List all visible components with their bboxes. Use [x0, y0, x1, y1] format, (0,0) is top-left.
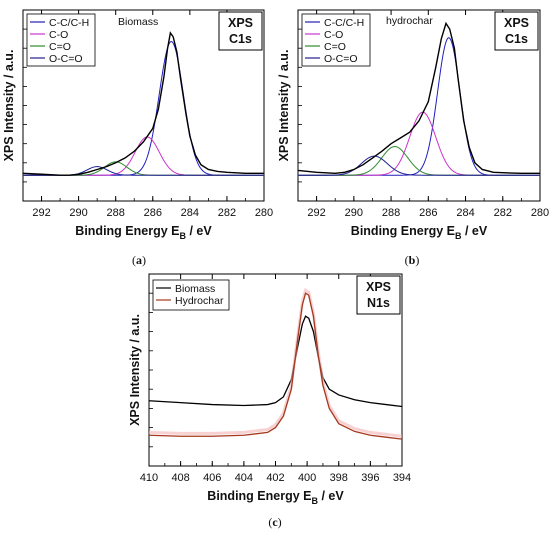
- x-tick-label: 286: [144, 207, 162, 219]
- x-tick-label: 404: [235, 472, 253, 484]
- series-biomass: [149, 315, 402, 408]
- envelope-line: [23, 31, 264, 176]
- xps-label-line: C1s: [229, 32, 252, 46]
- xps-label-line: C1s: [505, 32, 528, 46]
- xps-label-box: [494, 11, 539, 51]
- x-tick-label: 288: [382, 207, 400, 219]
- legend-entry: C-C/C-H: [324, 17, 364, 29]
- plot-area: [23, 31, 264, 176]
- legend-entry: C-O: [324, 29, 343, 41]
- plot-area: [149, 288, 402, 440]
- legend-entry: C=O: [324, 41, 346, 53]
- x-tick-label: 280: [531, 207, 549, 219]
- fit-o-c-o: [298, 155, 540, 176]
- xps-label-line: XPS: [228, 16, 253, 30]
- legend-entry: C-O: [49, 29, 68, 41]
- fit-c-o: [23, 161, 264, 176]
- chart-b: 292 290 288 286 284 282 280 Binding Energy EB /…: [277, 9, 549, 267]
- legend-box: [152, 279, 230, 311]
- legend-entry: C-C/C-H: [49, 17, 89, 29]
- x-tick-label: 280: [255, 207, 273, 219]
- plot-area: [298, 21, 540, 176]
- legend-box: [26, 13, 96, 67]
- x-tick-label: 284: [456, 207, 474, 219]
- x-tick-label: 408: [171, 472, 189, 484]
- y-axis-title: XPS Intensity / a.u.: [277, 50, 291, 162]
- x-tick-label: 410: [140, 472, 158, 484]
- panel-caption: (c): [268, 515, 281, 529]
- xps-label-box: [356, 275, 401, 315]
- sample-annotation: hydrochar: [386, 15, 433, 27]
- legend-entry: C=O: [49, 41, 71, 53]
- x-tick-label: 282: [218, 207, 236, 219]
- chart-a: 292 290 288 286 284 282 280 Binding Energy EB /…: [2, 9, 273, 267]
- x-tick-label: 292: [32, 207, 50, 219]
- xps-label-line: N1s: [367, 296, 390, 310]
- x-tick-label: 394: [393, 472, 411, 484]
- xps-label-box: [218, 11, 263, 51]
- x-axis-title: Binding Energy EB / eV: [75, 224, 212, 241]
- x-tick-label: 286: [419, 207, 437, 219]
- sample-annotation: Biomass: [118, 16, 158, 28]
- x-tick-label: 406: [203, 472, 221, 484]
- x-tick-label: 290: [345, 207, 363, 219]
- legend-entry: O-C=O: [324, 53, 358, 65]
- x-tick-label: 284: [181, 207, 199, 219]
- x-tick-label: 290: [69, 207, 87, 219]
- hydrochar-fit-halo: [149, 288, 402, 438]
- legend-entry: Biomass: [175, 283, 215, 295]
- y-axis-title: XPS Intensity / a.u.: [2, 50, 16, 162]
- panel-caption: (a): [132, 253, 146, 267]
- envelope-line: [298, 21, 540, 175]
- x-tick-label: 398: [330, 472, 348, 484]
- x-tick-label: 282: [494, 207, 512, 219]
- legend-box: [301, 13, 371, 67]
- y-axis-title: XPS Intensity / a.u.: [128, 314, 142, 426]
- x-tick-label: 402: [266, 472, 284, 484]
- x-tick-label: 400: [298, 472, 316, 484]
- chart-c: 410 408 406 404 402 400 398 396 394 Binding Energ…: [128, 273, 411, 529]
- xps-label-line: XPS: [366, 280, 391, 294]
- xps-label-line: XPS: [504, 16, 529, 30]
- series-hydrochar: [149, 292, 402, 440]
- x-tick-label: 396: [361, 472, 379, 484]
- x-tick-label: 288: [107, 207, 125, 219]
- x-tick-label: 292: [307, 207, 325, 219]
- fit-o-c-o: [23, 166, 264, 176]
- legend-entry: Hydrochar: [175, 295, 224, 307]
- x-axis-title: Binding Energy EB / eV: [207, 489, 344, 506]
- x-axis-title: Binding Energy EB / eV: [351, 224, 488, 241]
- legend-entry: O-C=O: [49, 53, 83, 65]
- panel-caption: (b): [405, 253, 420, 267]
